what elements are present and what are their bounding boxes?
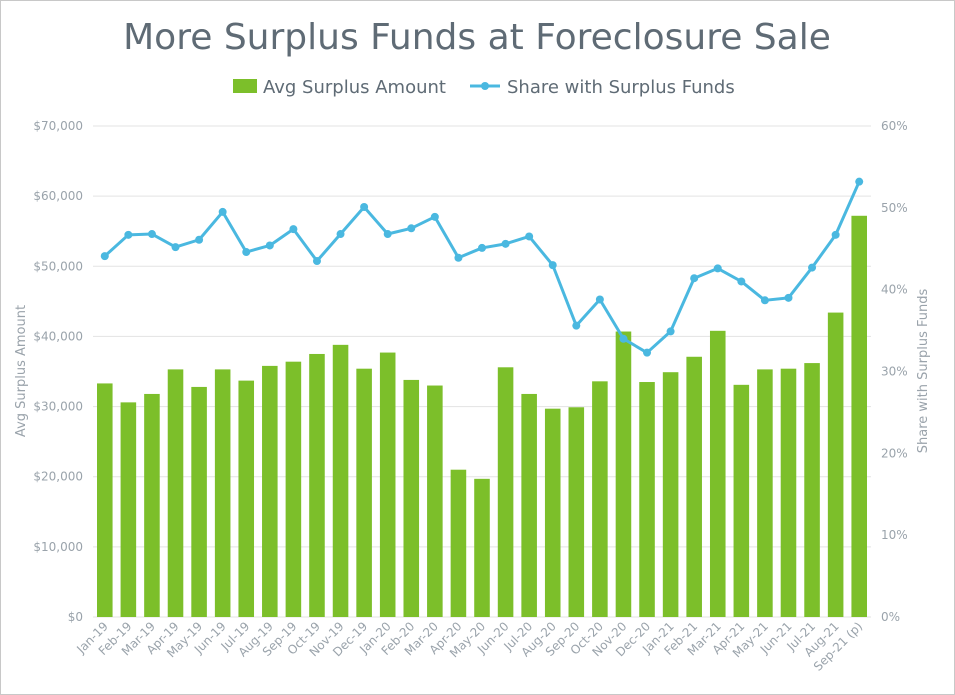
share-point bbox=[124, 230, 133, 239]
bar bbox=[568, 407, 585, 617]
share-point bbox=[666, 327, 675, 336]
bar bbox=[332, 344, 349, 617]
share-point bbox=[265, 241, 274, 250]
y-left-tick-label: $60,000 bbox=[33, 189, 83, 203]
share-point bbox=[242, 248, 251, 257]
bar bbox=[709, 330, 726, 617]
bar bbox=[309, 353, 325, 617]
bar bbox=[474, 478, 490, 617]
share-line bbox=[103, 181, 861, 355]
legend-bar-swatch bbox=[233, 79, 257, 93]
share-point bbox=[737, 277, 746, 286]
y-right-tick-label: 60% bbox=[881, 119, 908, 133]
share-point bbox=[855, 177, 864, 186]
share-point bbox=[430, 212, 439, 221]
share-point bbox=[336, 230, 345, 239]
share-point bbox=[289, 225, 298, 234]
bar bbox=[804, 363, 820, 617]
bar-series bbox=[97, 215, 867, 618]
share-point bbox=[619, 334, 628, 343]
bar bbox=[521, 393, 537, 617]
chart-title: More Surplus Funds at Foreclosure Sale bbox=[123, 17, 831, 58]
share-point bbox=[100, 252, 109, 261]
y-left-tick-labels: $0 $10,000 $20,000 $30,000 $40,000 $50,000 $60… bbox=[33, 119, 83, 624]
bar bbox=[238, 380, 255, 617]
y-right-tick-label: 0% bbox=[881, 610, 900, 624]
share-point bbox=[360, 203, 369, 212]
y-right-tick-label: 20% bbox=[881, 446, 908, 460]
share-point bbox=[383, 230, 392, 239]
bar bbox=[427, 385, 443, 617]
share-point bbox=[147, 230, 156, 239]
y-left-tick-label: $30,000 bbox=[33, 400, 83, 414]
bar bbox=[214, 369, 231, 617]
legend-label-avg-surplus: Avg Surplus Amount bbox=[263, 77, 446, 98]
bar bbox=[497, 367, 514, 617]
y-right-tick-labels: 0% 10% 20% 30% 40% 50% 60% bbox=[881, 119, 908, 624]
share-point bbox=[784, 293, 793, 302]
y-right-tick-label: 40% bbox=[881, 283, 908, 297]
bar bbox=[144, 393, 160, 617]
share-point bbox=[478, 243, 486, 252]
x-tick-labels: Jan-19Feb-19Mar-19Apr-19May-19Jun-19Jul-… bbox=[73, 619, 865, 673]
share-point bbox=[595, 295, 604, 304]
share-point bbox=[808, 263, 817, 272]
share-point bbox=[572, 321, 581, 330]
bar bbox=[97, 383, 113, 617]
share-point bbox=[218, 207, 227, 216]
share-point bbox=[454, 253, 463, 262]
bar bbox=[379, 352, 396, 617]
bar bbox=[686, 356, 702, 617]
y-left-tick-label: $10,000 bbox=[33, 540, 83, 554]
share-point bbox=[312, 257, 321, 266]
legend: Avg Surplus Amount Share with Surplus Fu… bbox=[233, 77, 735, 98]
y-left-tick-label: $50,000 bbox=[33, 259, 83, 273]
bar bbox=[592, 381, 608, 617]
share-point bbox=[760, 296, 769, 305]
share-point bbox=[548, 261, 557, 270]
bar bbox=[780, 368, 797, 617]
share-point bbox=[407, 224, 416, 233]
bar bbox=[851, 215, 867, 618]
bar bbox=[356, 368, 372, 617]
share-point bbox=[713, 264, 722, 273]
bar bbox=[167, 369, 184, 617]
y-right-tick-label: 30% bbox=[881, 365, 908, 379]
bar bbox=[450, 469, 467, 617]
y-left-tick-label: $20,000 bbox=[33, 470, 83, 484]
share-point bbox=[831, 230, 840, 239]
legend-label-share: Share with Surplus Funds bbox=[507, 77, 735, 98]
bar bbox=[544, 408, 561, 617]
bar bbox=[757, 369, 773, 617]
bar bbox=[615, 331, 632, 617]
bar bbox=[733, 384, 750, 617]
bar bbox=[827, 312, 844, 617]
y-left-tick-label: $40,000 bbox=[33, 329, 83, 343]
share-point bbox=[690, 274, 699, 283]
bar bbox=[262, 365, 278, 617]
y-right-tick-label: 50% bbox=[881, 201, 908, 215]
share-point bbox=[501, 239, 510, 248]
share-point bbox=[525, 232, 534, 241]
y-left-axis-title: Avg Surplus Amount bbox=[14, 305, 29, 437]
bar bbox=[403, 379, 420, 617]
bar bbox=[285, 361, 302, 617]
y-right-axis-title: Share with Surplus Funds bbox=[916, 289, 931, 454]
legend-marker bbox=[481, 82, 489, 90]
share-point bbox=[195, 235, 204, 244]
y-left-tick-label: $70,000 bbox=[33, 119, 83, 133]
y-right-tick-label: 10% bbox=[881, 528, 908, 542]
line-series bbox=[100, 177, 864, 357]
bar bbox=[120, 402, 137, 617]
share-point bbox=[171, 243, 180, 252]
bar bbox=[662, 372, 679, 617]
share-point bbox=[643, 348, 652, 357]
bar bbox=[191, 386, 207, 617]
bar bbox=[639, 382, 655, 617]
y-left-tick-label: $0 bbox=[68, 610, 83, 624]
